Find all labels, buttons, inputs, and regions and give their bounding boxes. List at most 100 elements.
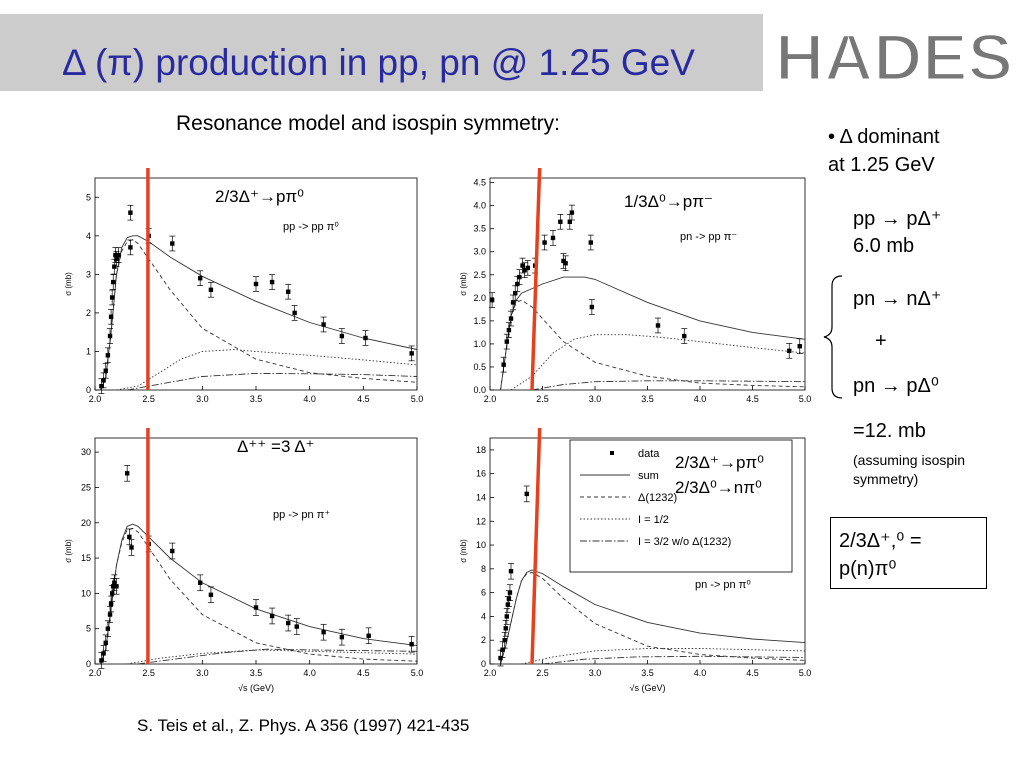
- x-tick-label: 4.5: [357, 668, 370, 678]
- x-tick-label: 5.0: [411, 668, 424, 678]
- data-point: [103, 640, 108, 646]
- y-tick-label: 20: [81, 518, 91, 528]
- y-tick-label: 16: [476, 469, 486, 479]
- data-point: [101, 651, 106, 656]
- x-tick-label: 5.0: [799, 668, 812, 678]
- legend-extra-2: 2/3Δ⁰→nπ⁰: [675, 478, 762, 497]
- x-axis-label: √s (GeV): [238, 683, 274, 693]
- data-point: [208, 592, 214, 597]
- x-tick-label: 2.5: [536, 394, 549, 404]
- y-tick-label: 0: [481, 659, 486, 669]
- data-point: [339, 634, 345, 640]
- x-tick-label: 3.0: [196, 394, 209, 404]
- x-tick-label: 4.5: [357, 394, 370, 404]
- data-point: [292, 310, 297, 316]
- data-point: [101, 378, 106, 383]
- data-point: [525, 265, 530, 271]
- x-tick-label: 4.5: [746, 394, 759, 404]
- data-point: [508, 316, 514, 321]
- data-point: [510, 300, 516, 305]
- panel-label-3: Δ⁺⁺ =3 Δ⁺: [237, 437, 315, 456]
- slide-title: Δ (π) production in pp, pn @ 1.25 GeV: [62, 42, 695, 83]
- chart-pn-pp-pi-minus: 2.0 2.5 3.0 3.5 4.0 4.5 5.0 0.0 0.5 1.0 1.5 2.0 2.5 3…: [459, 168, 811, 404]
- y-tick-label: 12: [476, 516, 486, 526]
- data-point: [515, 281, 520, 287]
- subtitle: Resonance model and isospin symmetry:: [176, 112, 561, 135]
- x-tick-label: 2.5: [536, 668, 549, 678]
- reaction-label: pp -> pp π⁰: [283, 221, 339, 233]
- x-tick-label: 3.5: [250, 394, 263, 404]
- x-tick-label: 2.0: [89, 668, 102, 678]
- y-tick-label: 1.0: [473, 339, 486, 349]
- x-tick-label: 5.0: [411, 394, 424, 404]
- data-point: [114, 584, 119, 589]
- x-tick-label: 2.5: [142, 394, 155, 404]
- data-point: [103, 368, 108, 373]
- y-tick-label: 15: [81, 553, 91, 563]
- x-tick-label: 4.0: [694, 394, 707, 404]
- data-point: [504, 614, 509, 619]
- data-point: [128, 245, 133, 250]
- data-point: [107, 333, 113, 339]
- data-point: [524, 491, 529, 497]
- chart-pn-pn-pi0: 2.0 2.5 3.0 3.5 4.0 4.5 5.0 0 2 4 6 8 10 12 14 16 18 σ (m…: [459, 428, 812, 693]
- isospin-note-1: (assuming isospin: [853, 452, 966, 468]
- hades-logo: HADES: [763, 14, 1024, 91]
- series--1232-: [500, 299, 806, 391]
- pp-value: 6.0 mb: [853, 235, 915, 257]
- y-tick-label: 0.0: [473, 385, 486, 395]
- y-tick-label: 3.5: [473, 224, 486, 234]
- data-point: [105, 626, 111, 631]
- data-point: [550, 235, 556, 241]
- data-point: [501, 362, 506, 367]
- isospin-note-2: symmetry): [853, 471, 919, 487]
- data-point: [269, 613, 275, 619]
- y-tick-label: 18: [476, 445, 486, 455]
- data-point: [500, 647, 505, 652]
- data-point: [129, 545, 134, 550]
- legend-label: sum: [638, 470, 659, 482]
- y-tick-label: 0.5: [473, 362, 486, 372]
- red-marker-line: [530, 428, 542, 665]
- y-tick-label: 4: [86, 231, 91, 241]
- series-i-3-2-w-o-1232-: [531, 380, 806, 391]
- hades-logo-text: HADES: [775, 20, 1013, 91]
- data-point: [502, 638, 507, 643]
- legend-label: I = 1/2: [638, 514, 669, 526]
- data-point: [589, 304, 595, 310]
- data-point: [286, 620, 291, 626]
- y-axis-label: σ (mb): [459, 539, 468, 563]
- data-point: [517, 274, 522, 280]
- data-point: [542, 240, 547, 245]
- x-tick-label: 2.0: [484, 668, 497, 678]
- chart-pp-pp-pi0: 2.0 2.5 3.0 3.5 4.0 4.5 5.0 0 1 2 3 4 5 σ (mb) pp -> p…: [64, 168, 424, 404]
- data-point: [105, 353, 111, 358]
- y-tick-label: 3: [86, 269, 91, 279]
- legend-box: [569, 439, 793, 573]
- data-point: [197, 580, 203, 585]
- y-tick-label: 10: [81, 588, 91, 598]
- data-point: [114, 256, 119, 262]
- x-tick-label: 2.5: [142, 668, 155, 678]
- reaction-label: pp -> pn π⁺: [273, 509, 330, 521]
- series--1232-: [99, 239, 418, 391]
- y-tick-label: 1: [86, 346, 91, 356]
- chart-pp-pn-pi-plus: 2.0 2.5 3.0 3.5 4.0 4.5 5.0 0 5 10 15 20 25 30 σ (mb) √…: [64, 428, 424, 693]
- data-point: [522, 267, 527, 273]
- series-i-3-2-w-o-1232-: [542, 655, 806, 665]
- data-point: [561, 258, 566, 264]
- pn-reaction-2: pn → pΔ⁰: [853, 375, 939, 397]
- y-tick-label: 4.5: [473, 178, 486, 188]
- red-marker-line: [530, 168, 542, 391]
- y-tick-label: 4: [481, 611, 486, 621]
- plus-sign: +: [875, 330, 887, 352]
- y-tick-label: 2.0: [473, 293, 486, 303]
- data-point: [253, 281, 259, 287]
- data-point: [197, 276, 203, 281]
- data-point: [208, 287, 214, 292]
- data-point: [170, 241, 175, 246]
- data-point: [682, 333, 687, 339]
- y-tick-label: 8: [481, 564, 486, 574]
- y-tick-label: 0: [86, 385, 91, 395]
- reaction-label: pn -> pn π⁰: [695, 579, 751, 591]
